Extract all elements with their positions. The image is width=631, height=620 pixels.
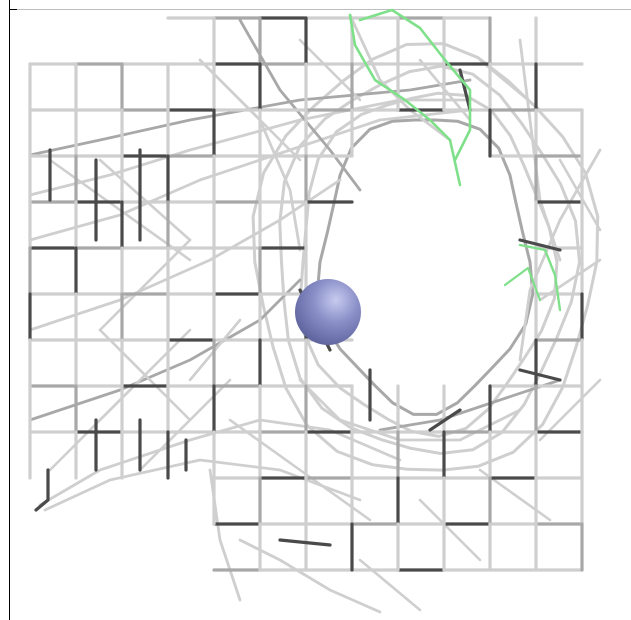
mesh-curved-strand (348, 13, 452, 142)
viewport-top-border (9, 9, 631, 10)
mesh-dark-strand (34, 468, 50, 512)
mesh-diagonal-brace (298, 38, 362, 102)
mesh-dark-strand (518, 238, 562, 252)
mesh-dark-strand (458, 68, 472, 112)
cavity-contour (315, 118, 535, 416)
mesh-dark-strand (428, 408, 462, 432)
trace-segment (348, 13, 462, 187)
mesh-diagonal-brace (558, 158, 602, 232)
mesh-diagonal-brace (228, 418, 302, 472)
mesh-diagonal-brace (98, 238, 192, 332)
mesh-curved-strand (43, 458, 362, 512)
mesh-curved-strand (378, 378, 562, 432)
mesh-curved-strand (518, 148, 602, 362)
mesh-curved-strand (38, 418, 402, 507)
mesh-curved-strand (28, 108, 472, 242)
mesh-curved-strand (28, 178, 342, 332)
mesh-curved-strand (298, 378, 522, 442)
mesh-diagonal-brace (358, 558, 422, 612)
cavity-contour (251, 42, 600, 472)
mesh-diagonal-brace (538, 378, 602, 442)
mesh-dark-strand (518, 368, 562, 382)
mesh-diagonal-brace (98, 158, 192, 242)
mesh-diagonal-brace (418, 498, 482, 562)
viewport-left-border (9, 0, 10, 620)
mesh-dark-strand (278, 538, 332, 547)
mesh-curved-strand (28, 278, 302, 422)
trace-segment (503, 266, 542, 302)
green-backbone-trace (348, 8, 562, 312)
mesh-front-layer (28, 16, 584, 572)
atom-sphere[interactable] (295, 279, 361, 345)
trace-segment (518, 243, 562, 312)
mesh-curved-strand (238, 18, 362, 192)
viewport-corner-mark (9, 9, 17, 10)
trace-segment (358, 8, 472, 162)
